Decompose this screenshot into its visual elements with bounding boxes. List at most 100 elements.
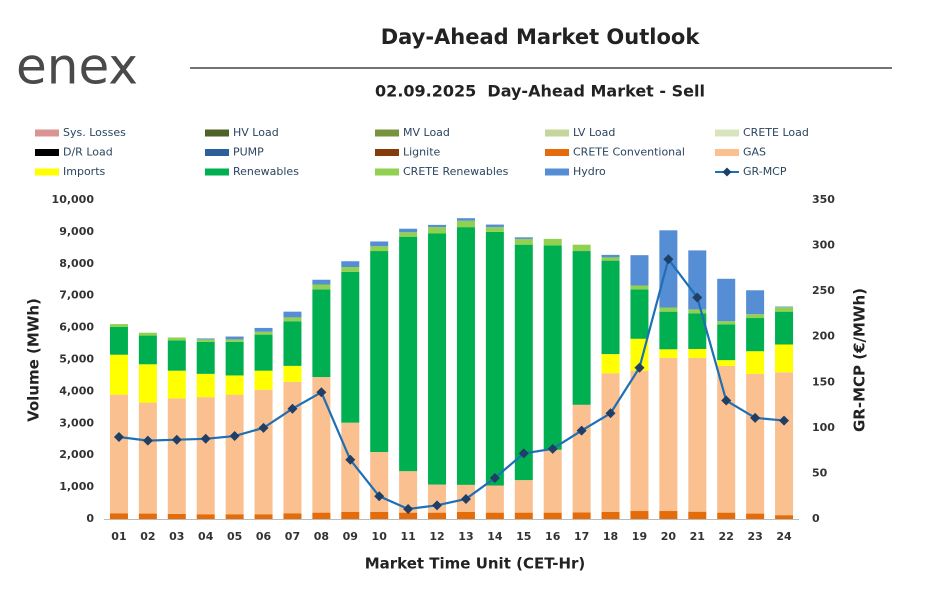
chart-subtitle: 02.09.2025 Day-Ahead Market - Sell — [375, 82, 705, 101]
x-tick-label: 15 — [516, 530, 531, 543]
line-marker — [634, 362, 645, 373]
line-marker — [750, 412, 761, 423]
legend-swatch — [545, 149, 569, 156]
bar-segment — [572, 512, 591, 519]
bar-segment — [167, 513, 186, 519]
line-marker — [547, 443, 558, 454]
line-marker — [200, 433, 211, 444]
bar-segment — [514, 244, 533, 481]
x-tick-label: 06 — [256, 530, 272, 543]
legend-label: CRETE Load — [743, 126, 809, 139]
bar-segment — [283, 311, 302, 318]
y2-tick-label: 250 — [812, 284, 835, 297]
line-marker — [663, 254, 674, 265]
bar-segment — [659, 511, 678, 519]
y-axis-label: Volume (MWh) — [25, 298, 43, 422]
bar-segment — [775, 306, 794, 308]
line-marker — [403, 503, 414, 514]
bar-segment — [659, 307, 678, 312]
line — [118, 256, 785, 511]
bar-segment — [196, 373, 215, 398]
bar-segment — [312, 279, 331, 285]
legend-swatch — [375, 168, 399, 176]
bar-segment — [688, 250, 707, 310]
bar-segment — [283, 321, 302, 366]
legend-swatch — [545, 129, 569, 137]
legend-label: D/R Load — [63, 146, 113, 159]
bar-segment — [428, 224, 447, 228]
y-tick-label: 6,000 — [59, 321, 94, 334]
bar-segment — [225, 394, 244, 515]
bar-segment — [254, 389, 273, 515]
bar-segment — [341, 271, 360, 423]
bar-segment — [717, 278, 736, 322]
bar-segment — [370, 251, 389, 453]
y-tick-label: 9,000 — [59, 225, 94, 238]
bar-segment — [746, 314, 765, 319]
bar-segment — [717, 360, 736, 366]
x-tick-label: 05 — [227, 530, 242, 543]
bar-segment — [399, 512, 418, 519]
x-tick-label: 09 — [343, 530, 358, 543]
bar-segment — [283, 513, 302, 519]
bar-segment — [543, 245, 562, 450]
bar-segment — [659, 349, 678, 358]
y2-tick-label: 200 — [812, 330, 835, 343]
bar-segment — [659, 230, 678, 308]
bar-segment — [109, 513, 128, 519]
bar-segment — [428, 233, 447, 485]
y2-axis-label: GR-MCP (€/MWh) — [851, 288, 869, 432]
x-tick-label: 13 — [458, 530, 473, 543]
bar-segment — [717, 512, 736, 519]
bar-segment — [601, 257, 620, 261]
bar-segment — [456, 227, 475, 485]
legend-swatch — [375, 149, 399, 156]
legend-label: GAS — [743, 146, 766, 159]
y2-tick-label: 50 — [812, 466, 828, 479]
bar-segment — [543, 512, 562, 519]
x-axis-label: Market Time Unit (CET-Hr) — [365, 555, 586, 573]
line-marker — [345, 454, 356, 465]
bar-segment — [456, 511, 475, 519]
bar-segment — [167, 340, 186, 371]
bar-segment — [746, 373, 765, 514]
bar-segment — [138, 364, 157, 403]
bar-segment — [225, 514, 244, 519]
y2-tick-label: 150 — [812, 375, 835, 388]
y-tick-label: 3,000 — [59, 416, 94, 429]
line-marker — [460, 493, 471, 504]
bar-segment — [717, 365, 736, 513]
bar-segment — [254, 331, 273, 335]
legend-swatch — [35, 129, 59, 137]
legend-label: MV Load — [403, 126, 450, 139]
x-tick-label: 17 — [574, 530, 589, 543]
bar-segment — [428, 227, 447, 234]
legend-marker — [722, 167, 732, 177]
line-marker — [605, 408, 616, 419]
x-tick-label: 19 — [632, 530, 647, 543]
x-tick-label: 08 — [314, 530, 329, 543]
bar-segment — [283, 317, 302, 322]
bar-segment — [630, 511, 649, 519]
legend-label: CRETE Conventional — [573, 146, 685, 159]
bar-segment — [312, 512, 331, 519]
bar-segment — [514, 480, 533, 513]
bar-segment — [572, 251, 591, 405]
line-marker — [432, 500, 443, 511]
bar-segment — [630, 289, 649, 339]
bar-segment — [254, 334, 273, 371]
x-tick-label: 03 — [169, 530, 184, 543]
line-marker — [287, 403, 298, 414]
bar-segment — [775, 372, 794, 516]
bar-segment — [370, 241, 389, 247]
bar-segment — [225, 341, 244, 376]
legend-swatch — [205, 149, 229, 156]
x-tick-label: 21 — [690, 530, 705, 543]
y-tick-label: 5,000 — [59, 353, 94, 366]
y-tick-label: 10,000 — [52, 193, 95, 206]
bar-segment — [572, 404, 591, 513]
bar-segment — [225, 375, 244, 395]
y-tick-label: 1,000 — [59, 480, 94, 493]
